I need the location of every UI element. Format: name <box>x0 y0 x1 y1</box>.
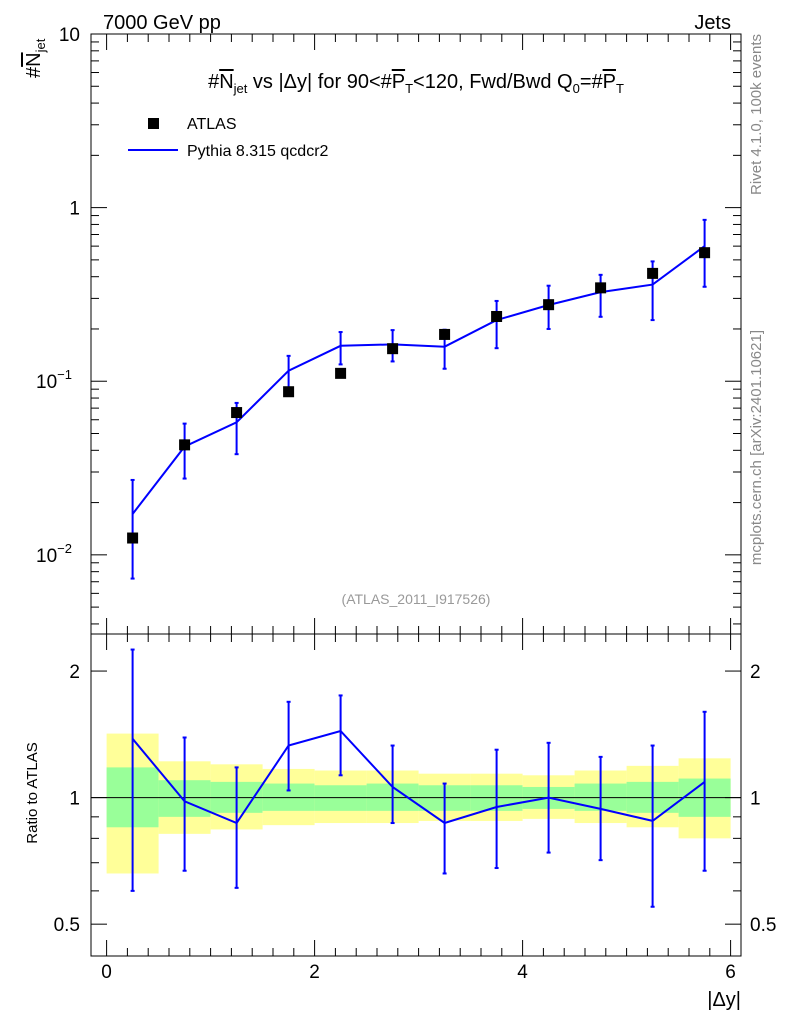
atlas-point <box>699 247 711 259</box>
atlas-point <box>335 367 347 379</box>
ratio-series-line <box>131 729 706 825</box>
ratio-data-marks <box>130 648 707 908</box>
ylabel-main: N <box>23 52 45 66</box>
title-q-sub: 0 <box>573 81 580 96</box>
analysis-tag: (ATLAS_2011_I917526) <box>342 591 491 607</box>
ratio-y-tick-label-right: 0.5 <box>750 915 776 936</box>
title-pt2-sub: T <box>616 81 624 96</box>
x-tick-label: 2 <box>309 962 320 983</box>
main-ylabel: #Njet <box>23 38 48 78</box>
title-prefix: # <box>208 71 220 93</box>
ylabel-prefix: # <box>23 66 45 78</box>
atlas-point <box>595 282 607 294</box>
legend-pythia-label: Pythia 8.315 qcdcr2 <box>187 143 329 160</box>
legend-atlas-marker <box>148 118 159 129</box>
atlas-point <box>439 328 451 340</box>
title-tail: <120, Fwd/Bwd Q <box>413 71 573 93</box>
atlas-point <box>543 299 555 311</box>
ratio-y-tick-label: 1 <box>69 789 80 810</box>
main-y-tick-label: 1 <box>69 199 80 220</box>
ratio-frame <box>90 633 742 957</box>
rivet-label: Rivet 4.1.0, 100k events <box>748 34 765 195</box>
ratio-axes: 0 2 4 6 0.5 0.5 1 1 2 2 <box>54 633 776 983</box>
legend-atlas-label: ATLAS <box>187 116 237 133</box>
mcplots-label: mcplots.cern.ch [arXiv:2401.10621] <box>748 330 765 565</box>
main-axes: 10−2 10−1 1 10 <box>36 25 742 635</box>
ratio-y-tick-label: 2 <box>69 662 80 683</box>
main-y-tick-label: 10−2 <box>36 541 72 567</box>
ratio-y-tick-label-right: 2 <box>750 662 761 683</box>
atlas-point <box>231 407 243 419</box>
main-y-tick-label: 10−1 <box>36 367 72 393</box>
ratio-ylabel: Ratio to ATLAS <box>24 742 41 843</box>
title-pt2-main: P <box>603 71 616 93</box>
title-eq: =# <box>580 71 604 93</box>
main-y-tick-label: 10 <box>59 25 80 46</box>
x-tick-label: 4 <box>517 962 528 983</box>
energy-label: 7000 GeV pp <box>103 12 221 34</box>
legend: ATLAS Pythia 8.315 qcdcr2 <box>128 116 329 160</box>
atlas-point <box>491 310 503 322</box>
title-pt-sub: T <box>405 81 413 96</box>
atlas-point <box>127 532 139 544</box>
x-tick-label: 0 <box>101 962 112 983</box>
title-njet-sub: jet <box>233 81 248 96</box>
x-axis-label: |Δy| <box>707 989 741 1011</box>
ratio-uncertainty-bands <box>106 733 731 874</box>
title-pt-main: P <box>392 71 405 93</box>
ratio-y-tick-label: 0.5 <box>54 915 80 936</box>
ratio-y-tick-label-right: 1 <box>750 789 761 810</box>
plot-title: #Njet vs |Δy| for 90<#PT<120, Fwd/Bwd Q0… <box>208 71 624 96</box>
main-data-marks <box>127 218 711 580</box>
atlas-point <box>647 267 659 279</box>
atlas-point <box>387 343 399 355</box>
x-tick-label: 6 <box>725 962 736 983</box>
atlas-point <box>179 439 191 451</box>
category-label: Jets <box>694 12 731 34</box>
atlas-point <box>283 386 295 398</box>
title-middle: vs |Δy| for 90<# <box>247 71 392 93</box>
ylabel-sub: jet <box>33 38 48 53</box>
title-njet-main: N <box>219 71 233 93</box>
pythia-series-line <box>131 245 706 515</box>
